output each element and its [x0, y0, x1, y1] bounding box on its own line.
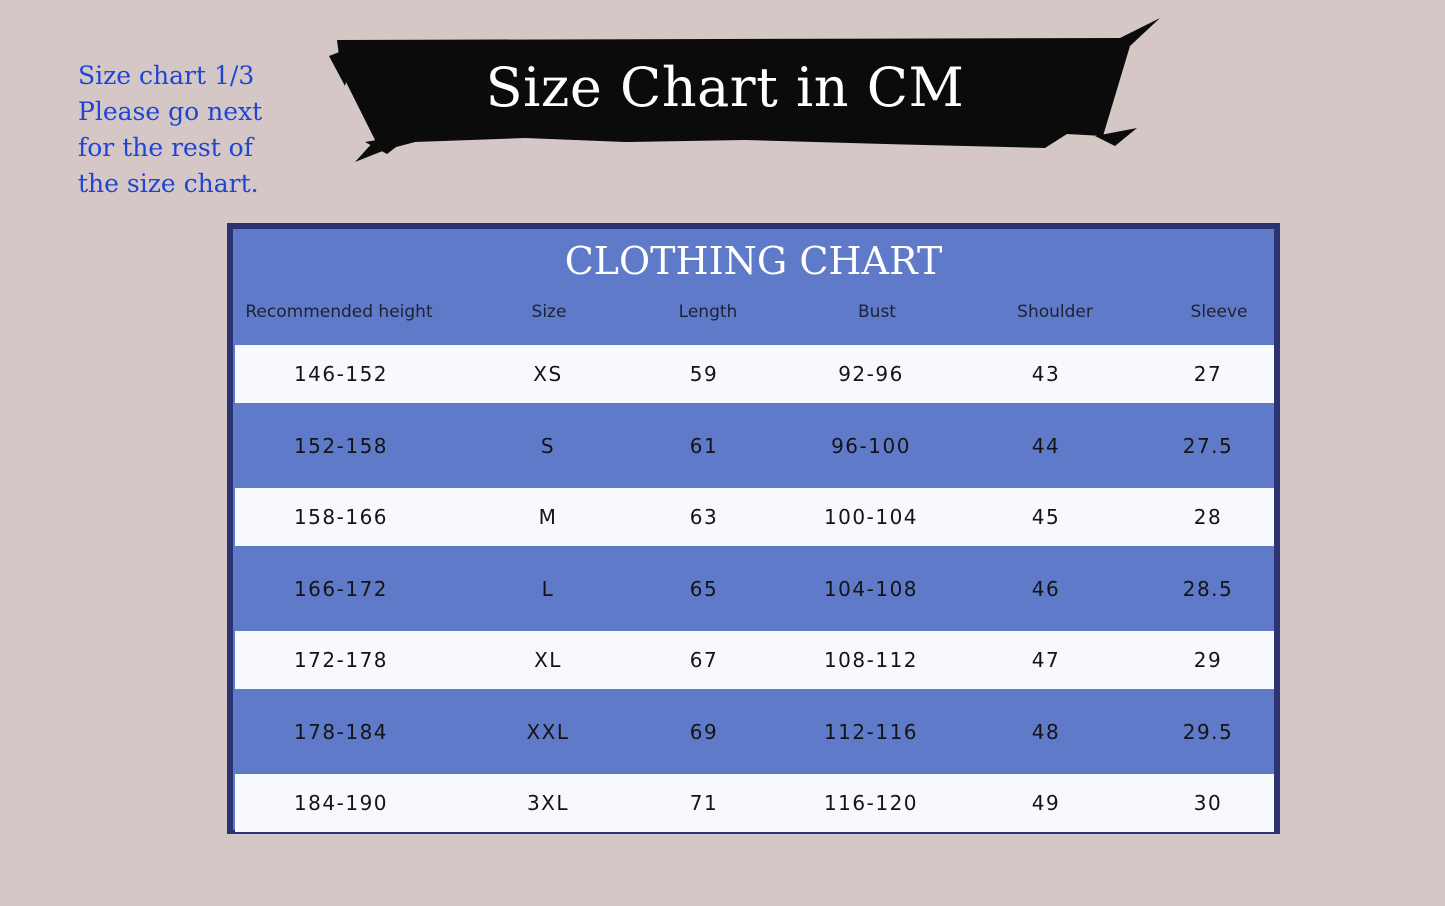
table-row: 166-172 L 65 104-108 46 28.5	[235, 546, 1274, 631]
cell-shoulder: 43	[1031, 362, 1061, 386]
table-row: 172-178 XL 67 108-112 47 29	[235, 631, 1274, 689]
cell-height: 172-178	[293, 648, 389, 672]
cell-sleeve: 27	[1193, 362, 1223, 386]
cell-bust: 108-112	[823, 648, 919, 672]
cell-length: 61	[689, 433, 719, 458]
cell-length: 65	[689, 576, 719, 601]
header-sleeve: Sleeve	[1190, 302, 1248, 322]
clothing-chart-table: CLOTHING CHART Recommended height Size L…	[227, 223, 1280, 834]
note-line: for the rest of	[78, 133, 253, 162]
table-row: 146-152 XS 59 92-96 43 27	[235, 345, 1274, 403]
table-row: 178-184 XXL 69 112-116 48 29.5	[235, 689, 1274, 774]
cell-height: 166-172	[293, 576, 389, 601]
cell-length: 69	[689, 719, 719, 744]
table-row: 152-158 S 61 96-100 44 27.5	[235, 403, 1274, 488]
cell-height: 184-190	[293, 791, 389, 815]
header-shoulder: Shoulder	[1017, 302, 1093, 322]
cell-length: 63	[689, 505, 719, 529]
cell-height: 152-158	[293, 433, 389, 458]
note-line: the size chart.	[78, 169, 259, 198]
cell-shoulder: 48	[1031, 719, 1061, 744]
cell-bust: 100-104	[823, 505, 919, 529]
cell-sleeve: 29.5	[1182, 719, 1234, 744]
header-length: Length	[678, 302, 738, 322]
brush-stroke-banner	[329, 18, 1160, 162]
cell-size: XL	[534, 648, 562, 672]
table-title: CLOTHING CHART	[564, 239, 943, 283]
cell-height: 178-184	[293, 719, 389, 744]
cell-bust: 96-100	[831, 433, 911, 458]
cell-length: 59	[689, 362, 719, 386]
cell-sleeve: 30	[1193, 791, 1223, 815]
cell-sleeve: 29	[1193, 648, 1223, 672]
cell-shoulder: 49	[1031, 791, 1061, 815]
cell-shoulder: 47	[1031, 648, 1061, 672]
cell-shoulder: 44	[1031, 433, 1061, 458]
cell-length: 71	[689, 791, 719, 815]
table-row: 158-166 M 63 100-104 45 28	[235, 488, 1274, 546]
cell-bust: 92-96	[838, 362, 904, 386]
header-size: Size	[531, 302, 567, 322]
cell-height: 146-152	[293, 362, 389, 386]
note-line: Size chart 1/3	[78, 61, 255, 90]
cell-size: 3XL	[526, 791, 570, 815]
table-body: CLOTHING CHART Recommended height Size L…	[233, 229, 1274, 832]
cell-bust: 116-120	[823, 791, 919, 815]
header-bust: Bust	[858, 302, 896, 322]
table-row: 184-190 3XL 71 116-120 49 30	[235, 774, 1274, 832]
cell-sleeve: 28	[1193, 505, 1223, 529]
cell-height: 158-166	[293, 505, 389, 529]
cell-length: 67	[689, 648, 719, 672]
cell-size: XS	[533, 362, 563, 386]
note-line: Please go next	[78, 97, 263, 126]
banner-title: Size Chart in CM	[485, 56, 965, 119]
table-header-row: Recommended height Size Length Bust Shou…	[233, 297, 1274, 327]
cell-size: XXL	[526, 719, 570, 744]
cell-shoulder: 46	[1031, 576, 1061, 601]
cell-shoulder: 45	[1031, 505, 1061, 529]
cell-size: L	[541, 576, 555, 601]
cell-size: M	[538, 505, 558, 529]
cell-bust: 112-116	[823, 719, 919, 744]
header-recommended-height: Recommended height	[245, 302, 433, 322]
cell-sleeve: 28.5	[1182, 576, 1234, 601]
size-chart-note: Size chart 1/3 Please go next for the re…	[78, 58, 308, 202]
cell-sleeve: 27.5	[1182, 433, 1234, 458]
title-banner: Size Chart in CM	[325, 16, 1165, 166]
cell-size: S	[540, 433, 556, 458]
cell-bust: 104-108	[823, 576, 919, 601]
